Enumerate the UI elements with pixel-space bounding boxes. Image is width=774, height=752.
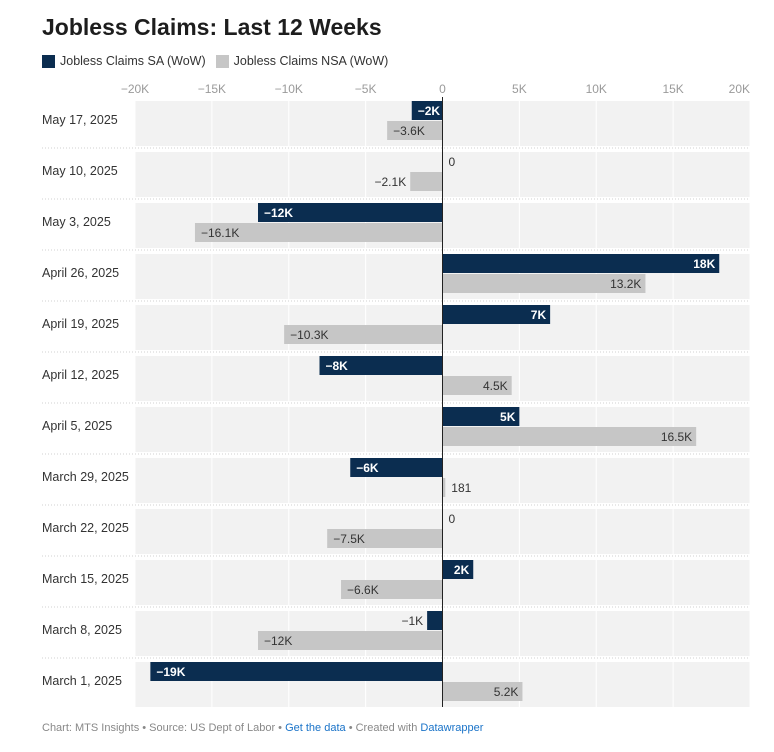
legend-label-nsa: Jobless Claims NSA (WoW): [233, 54, 389, 68]
data-label-nsa: −12K: [264, 634, 292, 648]
x-tick-label: −10K: [275, 82, 303, 96]
category-label: May 3, 2025: [42, 215, 111, 229]
data-label-sa: −8K: [326, 359, 349, 373]
datawrapper-link[interactable]: Datawrapper: [420, 722, 484, 734]
data-label-nsa: −6.6K: [347, 583, 379, 597]
legend-label-sa: Jobless Claims SA (WoW): [60, 54, 206, 68]
bar-nsa: [442, 682, 523, 701]
data-label-nsa: −7.5K: [333, 532, 365, 546]
category-label: March 29, 2025: [42, 470, 129, 484]
footer: Chart: MTS Insights • Source: US Dept of…: [42, 722, 483, 734]
data-label-nsa: 16.5K: [661, 430, 692, 444]
bar-sa: [258, 203, 443, 222]
bar-nsa: [341, 580, 443, 599]
data-label-nsa: 5.2K: [494, 685, 519, 699]
category-label: March 1, 2025: [42, 674, 122, 688]
bar-sa: [442, 407, 520, 426]
x-tick-label: −20K: [121, 82, 149, 96]
category-label: March 22, 2025: [42, 521, 129, 535]
bar-sa: [150, 662, 443, 681]
legend-item-sa: Jobless Claims SA (WoW): [42, 54, 206, 68]
legend-item-nsa: Jobless Claims NSA (WoW): [215, 54, 389, 68]
data-label-nsa: −16.1K: [201, 226, 239, 240]
category-label: March 15, 2025: [42, 572, 129, 586]
data-label-sa: 5K: [500, 410, 516, 424]
chart-title: Jobless Claims: Last 12 Weeks: [42, 14, 382, 40]
bar-sa: [350, 458, 443, 477]
data-label-sa: −12K: [264, 206, 293, 220]
footer-credit: Chart: MTS Insights • Source: US Dept of…: [42, 722, 286, 734]
data-label-sa: 0: [449, 512, 456, 526]
x-tick-label: 15K: [662, 82, 683, 96]
legend-swatch-nsa: [215, 54, 229, 68]
x-tick-label: 10K: [586, 82, 607, 96]
x-tick-label: −5K: [355, 82, 377, 96]
bar-nsa: [284, 325, 443, 344]
data-label-nsa: 4.5K: [483, 379, 508, 393]
data-label-sa: −1K: [401, 614, 423, 628]
bar-sa: [442, 254, 720, 273]
x-tick-label: 0: [439, 82, 446, 96]
get-data-link[interactable]: Get the data: [285, 722, 346, 734]
bar-chart: −20K −15K −10K −5K 0 5K 10K 15K 20K May 17, 2025 −…: [42, 82, 751, 707]
bar-sa: [411, 101, 443, 120]
category-label: April 26, 2025: [42, 266, 119, 280]
bar-nsa: [442, 478, 446, 497]
data-label-sa: 18K: [693, 257, 715, 271]
bar-nsa: [258, 631, 443, 650]
bar-nsa: [194, 223, 443, 242]
data-label-nsa: 181: [451, 481, 471, 495]
bar-sa: [442, 560, 474, 579]
data-label-sa: −2K: [418, 104, 441, 118]
category-label: May 17, 2025: [42, 113, 118, 127]
category-label: May 10, 2025: [42, 164, 118, 178]
bar-nsa: [442, 427, 697, 446]
data-label-sa: 2K: [454, 563, 470, 577]
category-label: April 5, 2025: [42, 419, 112, 433]
bar-nsa: [442, 274, 646, 293]
footer-created: • Created with: [345, 722, 421, 734]
x-tick-label: 5K: [512, 82, 527, 96]
data-label-sa: −19K: [156, 665, 185, 679]
legend: Jobless Claims SA (WoW) Jobless Claims N…: [42, 54, 398, 68]
data-label-sa: 7K: [531, 308, 547, 322]
data-label-sa: 0: [449, 155, 456, 169]
data-label-nsa: −3.6K: [393, 124, 425, 138]
x-tick-label: 20K: [729, 82, 750, 96]
data-label-nsa: −2.1K: [375, 175, 407, 189]
bar-sa: [442, 305, 551, 324]
bar-nsa: [410, 172, 443, 191]
category-label: April 19, 2025: [42, 317, 119, 331]
data-label-nsa: 13.2K: [610, 277, 641, 291]
data-label-sa: −6K: [356, 461, 379, 475]
bar-sa: [319, 356, 443, 375]
x-tick-label: −15K: [198, 82, 226, 96]
data-label-nsa: −10.3K: [290, 328, 328, 342]
category-label: March 8, 2025: [42, 623, 122, 637]
bar-nsa: [387, 121, 443, 140]
legend-swatch-sa: [42, 54, 55, 68]
bar-nsa: [442, 376, 512, 395]
bar-nsa: [327, 529, 443, 548]
category-label: April 12, 2025: [42, 368, 119, 382]
bar-sa: [427, 611, 443, 630]
